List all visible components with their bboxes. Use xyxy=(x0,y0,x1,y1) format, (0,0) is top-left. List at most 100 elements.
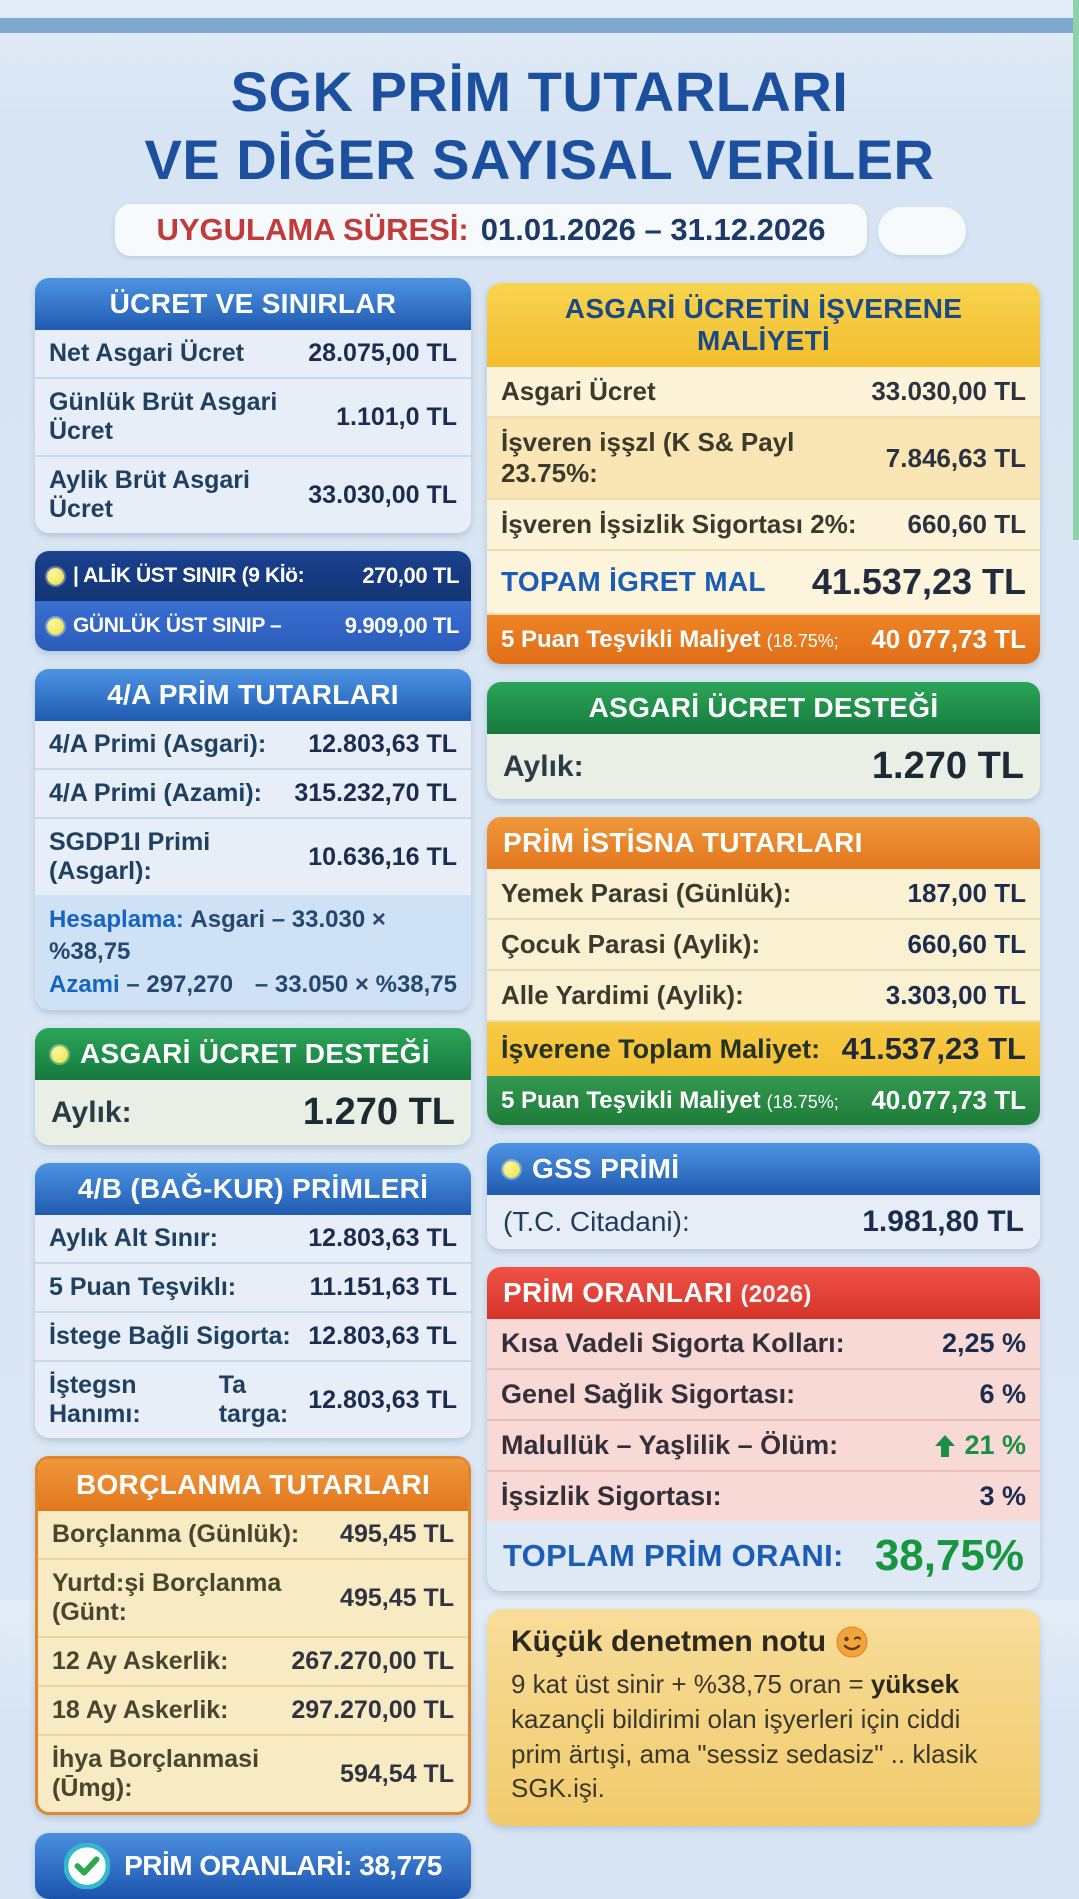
row-label: 18 Ay Askerlik: xyxy=(52,1696,229,1725)
row-label: SGDP1I Primi (Asgarl): xyxy=(49,828,211,885)
table-row: Alle Yardimi (Aylik): 3.303,00 TL xyxy=(487,971,1040,1022)
card-header-text: PRİM ORANLARI xyxy=(503,1277,733,1308)
card-header-destek-left: ASGARİ ÜCRET DESTEĞİ xyxy=(35,1028,471,1081)
table-row: (T.C. Citadani): 1.981,80 TL xyxy=(487,1195,1040,1249)
subtitle-label: UYGULAMA SÜRESİ: xyxy=(156,212,469,247)
row-value: 28.075,00 TL xyxy=(308,339,457,367)
row-label: 5 Puan Teşviklı: xyxy=(49,1273,237,1302)
table-row: Yurtd:şi Borçlanma (Günt: 495,45 TL xyxy=(38,1560,468,1639)
card-header-destek-right: ASGARİ ÜCRET DESTEĞİ xyxy=(487,682,1040,734)
row-value: 21 % xyxy=(964,1430,1026,1460)
row-label: Aylik Brüt Asgari Ücret xyxy=(49,466,250,523)
table-row: 5 Puan Teşviklı: 11.151,63 TL xyxy=(35,1264,471,1314)
subtitle-value: 01.01.2026 – 31.12.2026 xyxy=(480,212,826,247)
table-row: | ALİK ÜST SINIR (9 Kİö: 270,00 TL xyxy=(35,551,471,601)
row-label: GÜNLÜK ÜST SINIP – xyxy=(73,614,282,637)
row-value: 1.270 TL xyxy=(871,745,1024,787)
total-row: İşverene Toplam Maliyet: 41.537,23 TL xyxy=(487,1022,1040,1076)
row-value: 270,00 TL xyxy=(362,563,459,588)
page-title: SGK PRİM TUTARLARI VE DİĞER SAYISAL VERİ… xyxy=(0,58,1079,195)
card-header-year: (2026) xyxy=(740,1281,812,1308)
row-label: Çocuk Parasi (Aylik): xyxy=(501,929,761,959)
card-prim-istisna: PRİM İSTİSNA TUTARLARI Yemek Parasi (Gün… xyxy=(487,817,1040,1125)
row-value: 3.303,00 TL xyxy=(885,980,1026,1010)
row-value: 2,25 % xyxy=(941,1328,1026,1358)
row-label: İşveren işşzl (K S& Payl 23.75%: xyxy=(501,427,795,488)
left-column: ÜCRET VE SINIRLAR Net Asgari Ücret 28.07… xyxy=(35,278,471,1899)
row-value: 3 % xyxy=(979,1481,1026,1511)
card-header-gss: GSS PRİMİ xyxy=(487,1143,1040,1195)
row-label: Aylık: xyxy=(51,1095,132,1129)
row-value: 187,00 TL xyxy=(907,878,1026,908)
up-arrow-icon xyxy=(935,1434,956,1457)
table-row: İşsizlik Sigortası: 3 % xyxy=(487,1472,1040,1521)
table-row: Aylık Alt Sınır: 12.803,63 TL xyxy=(35,1215,471,1265)
row-label: Borçlanma (Günlük): xyxy=(52,1520,300,1549)
row-label: İşveren İşsizlik Sigortası 2%: xyxy=(501,509,857,539)
total-label: TOPLAM PRİM ORANI: xyxy=(503,1538,844,1573)
row-value: 267.270,00 TL xyxy=(291,1647,454,1676)
table-row: Borçlanma (Günlük): 495,45 TL xyxy=(38,1511,468,1561)
subtitle-bar: UYGULAMA SÜRESİ: 01.01.2026 – 31.12.2026 xyxy=(115,204,867,256)
row-value: 11.151,63 TL xyxy=(309,1273,457,1302)
row-label: Kısa Vadeli Sigorta Kolları: xyxy=(501,1328,845,1358)
note-title: Küçük denetmen notu xyxy=(511,1625,1016,1659)
right-column: ASGARİ ÜCRETİN İŞVERENE MALİYETİ Asgari … xyxy=(487,283,1040,1827)
total-label: İşverene Toplam Maliyet: xyxy=(501,1033,821,1064)
calc-line-2: Azami – 297,270 – 33.050 × %38,75 xyxy=(49,969,457,1001)
card-borclanma: BORÇLANMA TUTARLARI Borçlanma (Günlük): … xyxy=(35,1456,471,1816)
card-header-isveren-maliyet: ASGARİ ÜCRETİN İŞVERENE MALİYETİ xyxy=(487,283,1040,367)
row-value: 315.232,70 TL xyxy=(294,779,457,807)
table-row: Genel Sağlik Sigortası: 6 % xyxy=(487,1370,1040,1421)
card-header-4b: 4/B (BAĞ-KUR) PRİMLERİ xyxy=(35,1163,471,1216)
table-row: Kısa Vadeli Sigorta Kolları: 2,25 % xyxy=(487,1319,1040,1370)
card-prim-oranlari: PRİM ORANLARI (2026) Kısa Vadeli Sigorta … xyxy=(487,1267,1040,1591)
bullet-icon xyxy=(47,617,64,635)
row-value: 1.981,80 TL xyxy=(862,1205,1024,1238)
row-label: Genel Sağlik Sigortası: xyxy=(501,1379,796,1409)
row-value: 660,60 TL xyxy=(907,929,1026,959)
row-label: 4/A Primi (Asgari): xyxy=(49,730,267,758)
row-value: 7.846,63 TL xyxy=(885,442,1026,473)
tesvik-label-group: 5 Puan Teşvikli Maliyet (18.75%; xyxy=(501,625,839,653)
table-row: 18 Ay Askerlik: 297.270,00 TL xyxy=(38,1687,468,1737)
tesvik-row: 5 Puan Teşvikli Maliyet (18.75%; 40 077,7… xyxy=(487,615,1040,664)
row-value: 33.030,00 TL xyxy=(308,480,457,509)
smiley-emoji-icon xyxy=(836,1626,868,1658)
row-label: Net Asgari Ücret xyxy=(49,339,244,367)
row-value: 495,45 TL xyxy=(340,1520,454,1549)
row-value: 297.270,00 TL xyxy=(291,1696,454,1725)
row-label: Yurtd:şi Borçlanma (Günt: xyxy=(52,1569,282,1627)
card-4b-prim: 4/B (BAĞ-KUR) PRİMLERİ Aylık Alt Sınır: … xyxy=(35,1163,471,1439)
tesvik-value: 40 077,73 TL xyxy=(871,624,1026,654)
row-label: Günlük Brüt Asgari Ücret xyxy=(49,388,278,445)
table-row: Aylik Brüt Asgari Ücret 33.030,00 TL xyxy=(35,457,471,533)
tesvik-value: 40.077,73 TL xyxy=(871,1085,1026,1115)
row-label: İşsizlik Sigortası: xyxy=(501,1481,722,1511)
card-header-oranlar: PRİM ORANLARI (2026) xyxy=(487,1267,1040,1319)
card-header-ucret: ÜCRET VE SINIRLAR xyxy=(35,278,471,330)
row-value: 12.803,63 TL xyxy=(308,1322,457,1351)
card-header-istisna: PRİM İSTİSNA TUTARLARI xyxy=(487,817,1040,869)
calc-left: Azami – 297,270 xyxy=(49,970,234,998)
row-value: 10.636,16 TL xyxy=(308,842,457,871)
row-value: 495,45 TL xyxy=(340,1583,454,1612)
row-value: 1.270 TL xyxy=(302,1091,455,1134)
subtitle-side-pill xyxy=(878,207,966,255)
row-value: 660,60 TL xyxy=(907,509,1026,539)
card-4a-prim: 4/A PRİM TUTARLARI 4/A Primi (Asgari): 1… xyxy=(35,669,471,1011)
page-title-line1: SGK PRİM TUTARLARI xyxy=(230,60,849,123)
card-gss-primi: GSS PRİMİ (T.C. Citadani): 1.981,80 TL xyxy=(487,1143,1040,1249)
table-row: SGDP1I Primi (Asgarl): 10.636,16 TL xyxy=(35,819,471,895)
row-label: 4/A Primi (Azami): xyxy=(49,779,263,807)
total-value: 41.537,23 TL xyxy=(841,1031,1026,1066)
table-row: İstege Bağli Sigorta: 12.803,63 TL xyxy=(35,1313,471,1363)
table-row: İştegsn Hanımı: Ta targa: 12.803,63 TL xyxy=(35,1362,471,1439)
table-row: Net Asgari Ücret 28.075,00 TL xyxy=(35,330,471,379)
row-label: (T.C. Citadani): xyxy=(503,1206,690,1237)
card-isveren-maliyet: ASGARİ ÜCRETİN İŞVERENE MALİYETİ Asgari … xyxy=(487,283,1040,664)
row-value: 594,54 TL xyxy=(340,1759,454,1788)
row-label: Malullük – Yaşlilik – Ölüm: xyxy=(501,1430,839,1460)
table-row: 4/A Primi (Asgari): 12.803,63 TL xyxy=(35,721,471,770)
calc-label: Hesaplama: Asgari – 33.030 × %38,75 xyxy=(49,906,386,966)
